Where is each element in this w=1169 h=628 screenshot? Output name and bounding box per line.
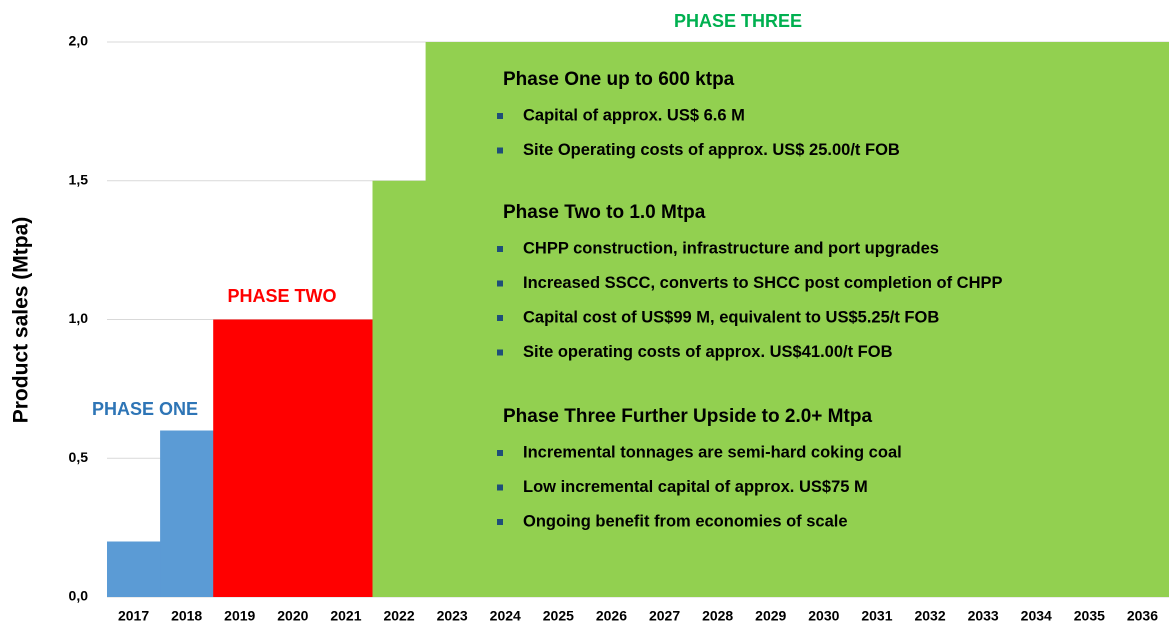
x-tick-label: 2033: [968, 608, 999, 624]
x-tick-label: 2027: [649, 608, 680, 624]
x-tick-label: 2017: [118, 608, 149, 624]
x-tick-label: 2026: [596, 608, 627, 624]
bullet-marker: [497, 484, 503, 491]
bar: [425, 42, 480, 597]
bullet-marker: [497, 147, 503, 154]
note-bullet: Capital cost of US$99 M, equivalent to U…: [523, 308, 939, 326]
x-tick-label: 2035: [1074, 608, 1105, 624]
x-tick-label: 2036: [1127, 608, 1158, 624]
note-bullet: Site operating costs of approx. US$41.00…: [523, 343, 893, 361]
y-tick-label: 1,0: [69, 310, 89, 326]
bar: [797, 42, 851, 597]
note-bullet: Incremental tonnages are semi-hard cokin…: [523, 443, 902, 461]
bullet-marker: [497, 519, 503, 525]
note-bullet: Ongoing benefit from economies of scale: [523, 512, 848, 530]
note-heading: Phase Three Further Upside to 2.0+ Mtpa: [503, 406, 872, 427]
y-tick-label: 2,0: [69, 33, 89, 49]
bar: [691, 42, 745, 597]
x-tick-label: 2034: [1021, 608, 1052, 624]
x-tick-label: 2024: [490, 608, 521, 624]
note-heading: Phase One up to 600 ktpa: [503, 69, 735, 90]
bar: [319, 319, 373, 597]
bar: [1115, 42, 1169, 597]
x-tick-label: 2025: [543, 608, 574, 624]
note-bullet: CHPP construction, infrastructure and po…: [523, 239, 939, 257]
y-tick-label: 0,5: [69, 449, 89, 465]
bar: [584, 42, 639, 597]
bar: [638, 42, 692, 597]
phase-label: PHASE ONE: [92, 399, 198, 419]
bar: [213, 319, 267, 597]
note-bullet: Capital of approx. US$ 6.6 M: [523, 106, 745, 124]
y-tick-label: 0,0: [69, 588, 89, 604]
x-tick-label: 2030: [808, 608, 839, 624]
bar: [744, 42, 798, 597]
bullet-marker: [497, 315, 503, 321]
phase-label: PHASE THREE: [674, 11, 802, 31]
bar: [478, 42, 533, 597]
note-bullet: Increased SSCC, converts to SHCC post co…: [523, 274, 1003, 292]
bullet-marker: [497, 349, 503, 356]
y-axis-label: Product sales (Mtpa): [10, 217, 33, 424]
bar: [903, 42, 958, 597]
x-tick-label: 2018: [171, 608, 202, 624]
x-tick-label: 2031: [861, 608, 892, 624]
bullet-marker: [497, 450, 503, 456]
bar: [372, 180, 427, 597]
x-tick-label: 2019: [224, 608, 255, 624]
x-tick-label: 2023: [437, 608, 468, 624]
bar: [160, 430, 214, 597]
bar: [107, 541, 161, 597]
bar: [531, 42, 586, 597]
phase-label: PHASE TWO: [227, 286, 336, 306]
bar: [266, 319, 320, 597]
x-tick-label: 2029: [755, 608, 786, 624]
note-bullet: Low incremental capital of approx. US$75…: [523, 478, 868, 496]
bar: [1009, 42, 1064, 597]
bar: [850, 42, 904, 597]
bar: [956, 42, 1011, 597]
x-tick-label: 2020: [277, 608, 308, 624]
bullet-marker: [497, 246, 503, 252]
bullet-marker: [497, 280, 503, 287]
bullet-marker: [497, 113, 503, 119]
x-tick-label: 2032: [914, 608, 945, 624]
x-tick-label: 2028: [702, 608, 733, 624]
x-tick-label: 2021: [330, 608, 361, 624]
note-bullet: Site Operating costs of approx. US$ 25.0…: [523, 141, 900, 159]
note-heading: Phase Two to 1.0 Mtpa: [503, 202, 706, 223]
bar: [1062, 42, 1117, 597]
y-tick-label: 1,5: [69, 171, 89, 187]
x-tick-label: 2022: [383, 608, 414, 624]
